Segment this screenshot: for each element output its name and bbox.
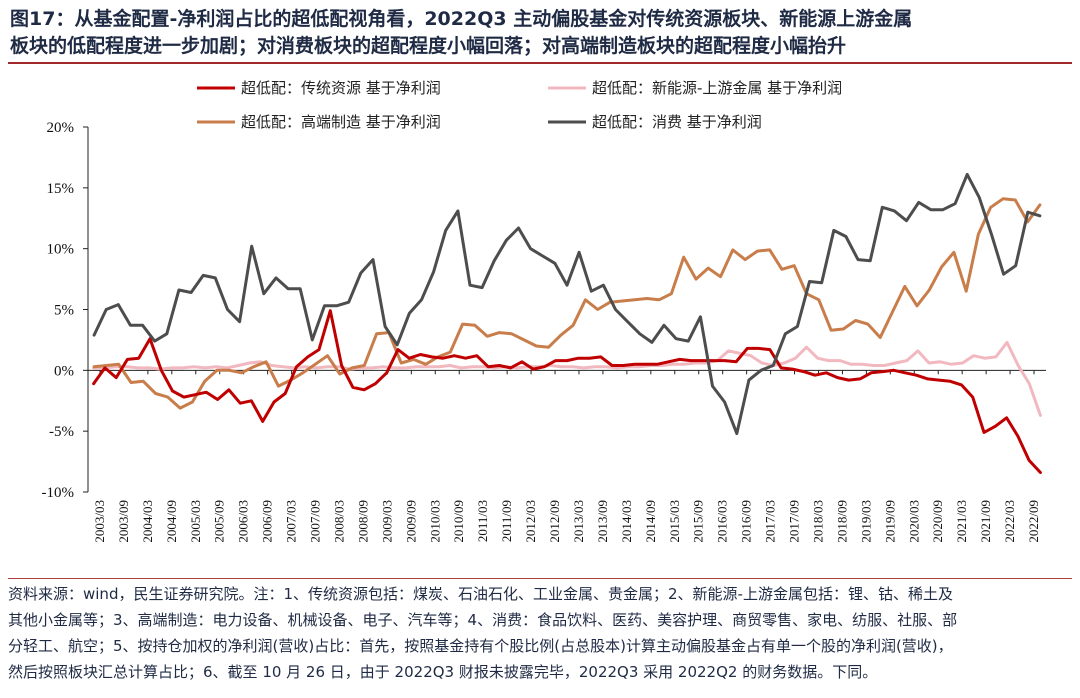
chart-series [92, 172, 1042, 474]
x-tick-label: 2014/09 [643, 500, 658, 543]
x-tick-label: 2004/09 [164, 500, 179, 543]
x-tick-label: 2011/03 [475, 500, 490, 542]
x-tick-label: 2009/03 [379, 500, 394, 543]
x-tick-label: 2012/03 [523, 500, 538, 543]
x-tick-label: 2022/09 [1026, 500, 1041, 543]
x-tick-label: 2011/09 [499, 500, 514, 542]
x-tick-label: 2015/03 [667, 500, 682, 543]
y-tick-label: 0% [54, 363, 74, 379]
x-tick-label: 2015/09 [691, 500, 706, 543]
x-tick-label: 2008/09 [355, 500, 370, 543]
y-tick-label: 5% [54, 303, 74, 319]
x-tick-label: 2014/03 [619, 500, 634, 543]
x-tick-label: 2005/03 [188, 500, 203, 543]
x-tick-label: 2003/03 [92, 500, 107, 543]
x-tick-label: 2007/03 [284, 500, 299, 543]
title-divider [8, 62, 1072, 64]
x-tick-label: 2017/03 [763, 500, 778, 543]
x-tick-label: 2010/03 [427, 500, 442, 543]
y-tick-label: 20% [47, 120, 75, 136]
legend-label-1: 超低配：传统资源 基于净利润 [241, 79, 441, 97]
source-note-line-3: 分轻工、航空；5、按持仓加权的净利润(营收)占比：首先，按照基金持有个股比例(占… [8, 637, 953, 655]
legend-label-2: 超低配：新能源-上游金属 基于净利润 [592, 79, 842, 97]
x-tick-label: 2019/03 [858, 500, 873, 543]
x-tick-label: 2020/09 [930, 500, 945, 543]
y-tick-label: 15% [47, 181, 75, 197]
x-tick-label: 2012/09 [547, 500, 562, 543]
legend-label-3: 超低配：高端制造 基于净利润 [241, 113, 441, 131]
x-tick-label: 2017/09 [787, 500, 802, 543]
y-tick-label: 10% [47, 242, 75, 258]
source-note-line-4: 然后按照板块汇总计算占比；6、截至 10 月 26 日，由于 2022Q3 财报… [8, 663, 878, 681]
x-tick-label: 2021/09 [978, 500, 993, 543]
x-tick-label: 2005/09 [212, 500, 227, 543]
x-tick-label: 2016/03 [715, 500, 730, 543]
source-note: 资料来源：wind，民生证券研究院。注：1、传统资源包括：煤炭、石油石化、工业金… [8, 578, 1072, 685]
x-tick-label: 2020/03 [906, 500, 921, 543]
x-tick-label: 2021/03 [954, 500, 969, 543]
series-line-4 [92, 172, 1042, 436]
series-line-1 [92, 309, 1042, 474]
x-tick-label: 2018/03 [810, 500, 825, 543]
source-note-line-2: 其他小金属等；3、高端制造：电力设备、机械设备、电子、汽车等；4、消费：食品饮料… [8, 611, 958, 629]
legend-label-4: 超低配：消费 基于净利润 [592, 113, 762, 131]
chart-title: 图17：从基金配置-净利润占比的超低配视角看，2022Q3 主动偏股基金对传统资… [10, 6, 1072, 60]
x-tick-label: 2003/09 [116, 500, 131, 543]
source-note-line-1: 资料来源：wind，民生证券研究院。注：1、传统资源包括：煤炭、石油石化、工业金… [8, 585, 953, 603]
x-tick-label: 2010/09 [451, 500, 466, 543]
x-tick-label: 2016/09 [739, 500, 754, 543]
x-tick-label: 2019/09 [882, 500, 897, 543]
x-tick-label: 2022/03 [1002, 500, 1017, 543]
x-tick-label: 2018/09 [834, 500, 849, 543]
chart-legend: 超低配：传统资源 基于净利润 超低配：新能源-上游金属 基于净利润超低配：高端制造… [197, 79, 842, 131]
x-tick-label: 2008/03 [331, 500, 346, 543]
y-tick-label: -10% [42, 485, 75, 501]
chart-title-line-1: 图17：从基金配置-净利润占比的超低配视角看，2022Q3 主动偏股基金对传统资… [10, 8, 913, 30]
series-line-3 [92, 197, 1042, 410]
y-tick-label: -5% [49, 424, 74, 440]
chart-title-line-2: 板块的低配程度进一步加剧；对消费板块的超配程度小幅回落；对高端制造板块的超配程度… [10, 35, 847, 57]
series-line-2 [92, 340, 1042, 417]
x-tick-label: 2004/03 [140, 500, 155, 543]
line-chart: 超低配：传统资源 基于净利润 超低配：新能源-上游金属 基于净利润超低配：高端制造… [42, 79, 1046, 543]
x-tick-label: 2006/09 [260, 500, 275, 543]
x-tick-label: 2013/09 [595, 500, 610, 543]
x-tick-label: 2013/03 [571, 500, 586, 543]
x-tick-label: 2007/09 [308, 500, 323, 543]
x-tick-label: 2009/09 [403, 500, 418, 543]
x-tick-label: 2006/03 [236, 500, 251, 543]
chart-axes: -10% -5% 0% 5% 10% 15% 20% 2003/03 2003/09 2004/0… [42, 120, 1046, 543]
